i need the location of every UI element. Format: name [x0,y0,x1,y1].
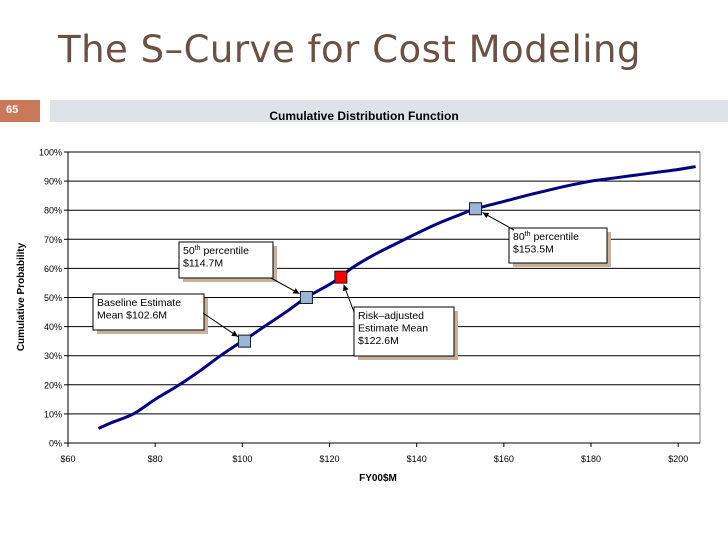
chart-title-bar [50,100,728,122]
callout-label: Risk–adjusted [358,310,424,322]
callout-label: $122.6M [358,335,399,347]
y-tick-label: 40% [44,322,62,332]
chart-title: Cumulative Distribution Function [269,109,458,123]
callout-arrowhead [342,284,349,292]
y-tick-label: 60% [44,264,62,274]
x-tick-label: $120 [320,454,340,464]
callout-label: Mean $102.6M [97,310,167,322]
y-tick-label: 10% [44,409,62,419]
callout-label: $153.5M [513,244,554,256]
callout-box [178,241,274,279]
callout-label: Baseline Estimate [97,297,181,309]
callout-box [92,293,205,331]
x-tick-label: $180 [581,454,601,464]
x-tick-label: $100 [232,454,252,464]
slide-number-box: 65 [0,100,40,122]
callout-arrowhead [292,288,300,294]
data-marker [238,334,252,348]
data-marker [299,291,313,304]
y-tick-label: 70% [44,235,62,245]
y-tick-label: 50% [44,293,62,303]
x-tick-label: $160 [494,454,514,464]
data-marker [469,202,483,216]
x-tick-label: $80 [148,454,163,464]
callout-label: 50th percentile [183,245,249,257]
callout-box [508,227,608,264]
callout-arrowhead [482,212,490,219]
callout-label: $114.7M [183,258,223,270]
callout-leader [202,312,239,338]
x-tick-label: $140 [407,454,427,464]
y-tick-label: 30% [44,351,62,361]
y-axis-label: Cumulative Probability [16,242,27,351]
data-marker [334,270,348,284]
y-tick-label: 0% [49,439,62,449]
callout-label: Estimate Mean [358,323,428,335]
cdf-curve [97,165,696,430]
x-tick-label: $200 [668,454,688,464]
slide-number: 65 [6,104,19,116]
y-tick-label: 20% [44,380,62,390]
x-axis-label: FY00$M [359,473,397,484]
slide-title: The S–Curve for Cost Modeling [58,28,641,71]
y-tick-label: 90% [44,177,62,187]
callout-arrowhead [231,330,238,337]
y-tick-label: 80% [44,206,62,216]
x-tick-label: $60 [60,454,75,464]
callout-label: 80th percentile [513,231,579,243]
y-tick-label: 100% [39,148,62,158]
callout-box [353,306,455,357]
